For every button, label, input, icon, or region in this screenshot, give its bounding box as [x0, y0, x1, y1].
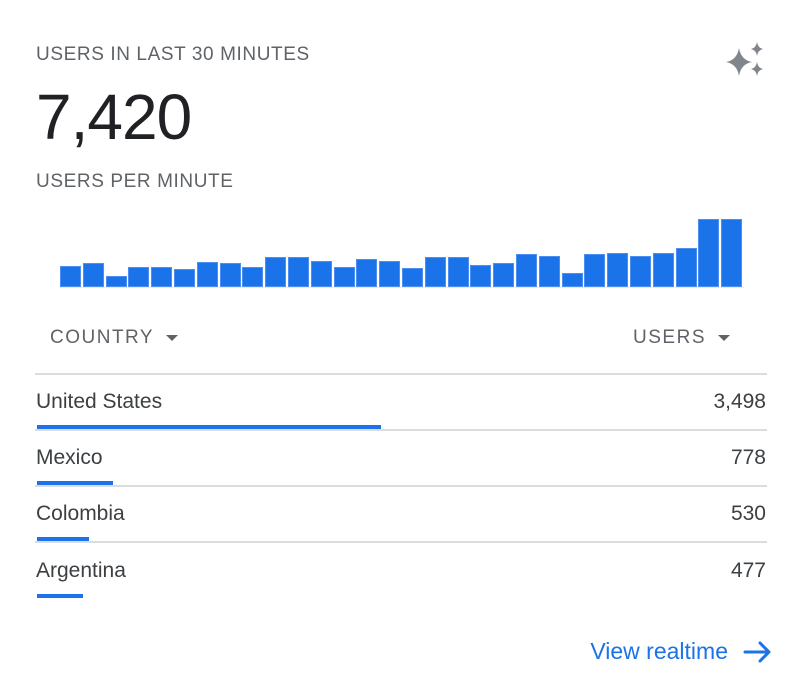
caret-down-icon — [718, 335, 730, 341]
column-header-country[interactable]: COUNTRY — [50, 327, 179, 349]
chart-bar[interactable] — [356, 259, 378, 287]
chart-bar[interactable] — [424, 257, 446, 287]
country-share-bar — [37, 481, 113, 485]
chart-bar[interactable] — [561, 273, 583, 287]
chart-bar[interactable] — [333, 267, 355, 287]
chart-bar[interactable] — [675, 248, 697, 287]
country-share-bar — [37, 425, 381, 429]
chart-bar[interactable] — [493, 263, 515, 287]
country-share-bar — [37, 594, 83, 598]
chart-bar[interactable] — [288, 257, 309, 287]
chart-bar[interactable] — [242, 267, 264, 287]
column-header-users[interactable]: USERS — [633, 327, 730, 349]
chart-bar[interactable] — [82, 263, 104, 287]
chart-bar[interactable] — [402, 268, 423, 287]
country-name: Argentina — [36, 559, 126, 582]
column-header-label: COUNTRY — [50, 327, 155, 348]
chart-bar[interactable] — [584, 254, 606, 287]
chart-bar[interactable] — [470, 265, 492, 287]
chart-bar[interactable] — [516, 254, 537, 287]
chart-bar[interactable] — [265, 257, 287, 287]
row-divider — [35, 541, 767, 543]
card-title: USERS IN LAST 30 MINUTES — [36, 44, 310, 65]
header-divider — [35, 373, 767, 375]
caret-down-icon — [166, 335, 179, 341]
chart-bar[interactable] — [698, 219, 720, 287]
country-users: 477 — [730, 559, 766, 582]
row-divider — [35, 485, 767, 487]
country-name: Mexico — [36, 446, 103, 469]
country-users: 530 — [730, 502, 766, 525]
country-name: United States — [36, 390, 163, 413]
chart-bar[interactable] — [310, 261, 332, 287]
view-realtime-label: View realtime — [590, 638, 728, 664]
chart-bar[interactable] — [196, 262, 218, 287]
country-users: 778 — [730, 446, 766, 469]
chart-bar[interactable] — [721, 219, 743, 287]
country-share-bar — [37, 537, 89, 541]
chart-bar[interactable] — [630, 256, 651, 287]
chart-bar[interactable] — [151, 267, 173, 287]
chart-baseline — [60, 287, 744, 288]
chart-bar[interactable] — [379, 261, 401, 287]
chart-bar[interactable] — [538, 256, 560, 287]
users-per-minute-chart — [60, 200, 744, 288]
column-header-label: USERS — [633, 327, 706, 348]
chart-bar[interactable] — [174, 269, 195, 287]
chart-subtitle: USERS PER MINUTE — [36, 171, 234, 192]
view-realtime-link[interactable]: View realtime — [590, 638, 774, 665]
arrow-right-icon — [743, 641, 771, 662]
chart-bar[interactable] — [447, 257, 469, 287]
sparkle-icon[interactable] — [722, 38, 768, 82]
chart-bar[interactable] — [60, 266, 81, 287]
chart-bar[interactable] — [128, 267, 150, 287]
chart-bar[interactable] — [652, 253, 674, 287]
country-users: 3,498 — [713, 390, 766, 413]
total-users-value: 7,420 — [36, 81, 192, 153]
row-divider — [35, 429, 767, 431]
country-name: Colombia — [36, 502, 125, 525]
chart-bar[interactable] — [105, 276, 127, 287]
chart-bar[interactable] — [219, 263, 241, 287]
chart-bar[interactable] — [607, 253, 629, 287]
